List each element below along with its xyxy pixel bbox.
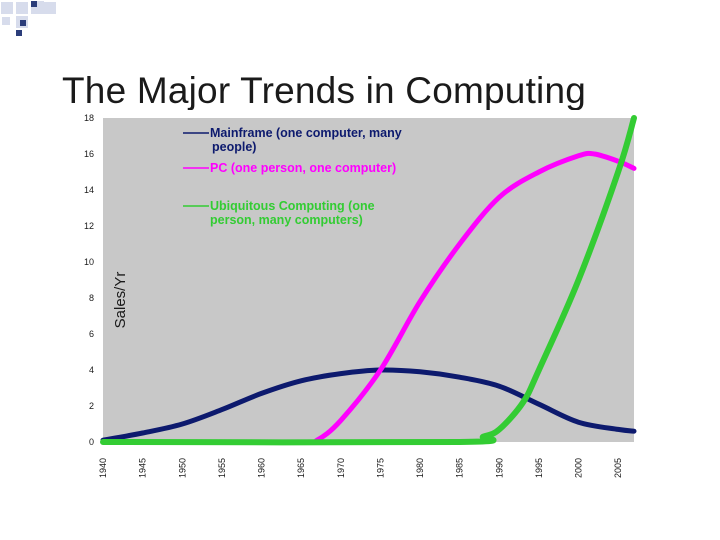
y-tick-label: 10 [84,257,94,267]
x-tick-label: 1970 [336,458,346,478]
y-tick-label: 14 [84,185,94,195]
legend-label: people) [212,140,256,154]
y-tick-label: 2 [89,401,94,411]
legend-label: Ubiquitous Computing (one [210,199,375,213]
deco-square [44,2,56,14]
y-tick-label: 12 [84,221,94,231]
x-tick-label: 1985 [455,458,465,478]
y-tick-label: 8 [89,293,94,303]
legend-label: PC (one person, one computer) [210,161,396,175]
deco-square [20,20,26,26]
series-line-3 [100,115,637,446]
legend-label: person, many computers) [210,213,363,227]
deco-square [16,2,28,14]
y-axis-label: Sales/Yr [112,272,129,329]
x-tick-label: 1940 [98,458,108,478]
x-tick-label: 1950 [177,458,187,478]
y-tick-label: 6 [89,329,94,339]
y-tick-label: 16 [84,149,94,159]
x-tick-label: 2005 [613,458,623,478]
legend-label: Mainframe (one computer, many [210,126,402,140]
x-tick-label: 1965 [296,458,306,478]
deco-square [2,17,10,25]
deco-square [31,1,37,7]
x-tick-label: 1980 [415,458,425,478]
y-tick-label: 4 [89,365,94,375]
x-tick-label: 1960 [257,458,267,478]
deco-square [1,2,13,14]
x-tick-label: 1975 [375,458,385,478]
x-tick-label: 1955 [217,458,227,478]
x-tick-label: 1990 [494,458,504,478]
deco-square [16,30,22,36]
x-tick-label: 2000 [574,458,584,478]
x-tick-label: 1945 [138,458,148,478]
y-tick-label: 18 [84,113,94,123]
y-tick-label: 0 [89,437,94,447]
slide-title: The Major Trends in Computing [62,70,587,111]
x-tick-label: 1995 [534,458,544,478]
corner-decoration [1,1,56,36]
